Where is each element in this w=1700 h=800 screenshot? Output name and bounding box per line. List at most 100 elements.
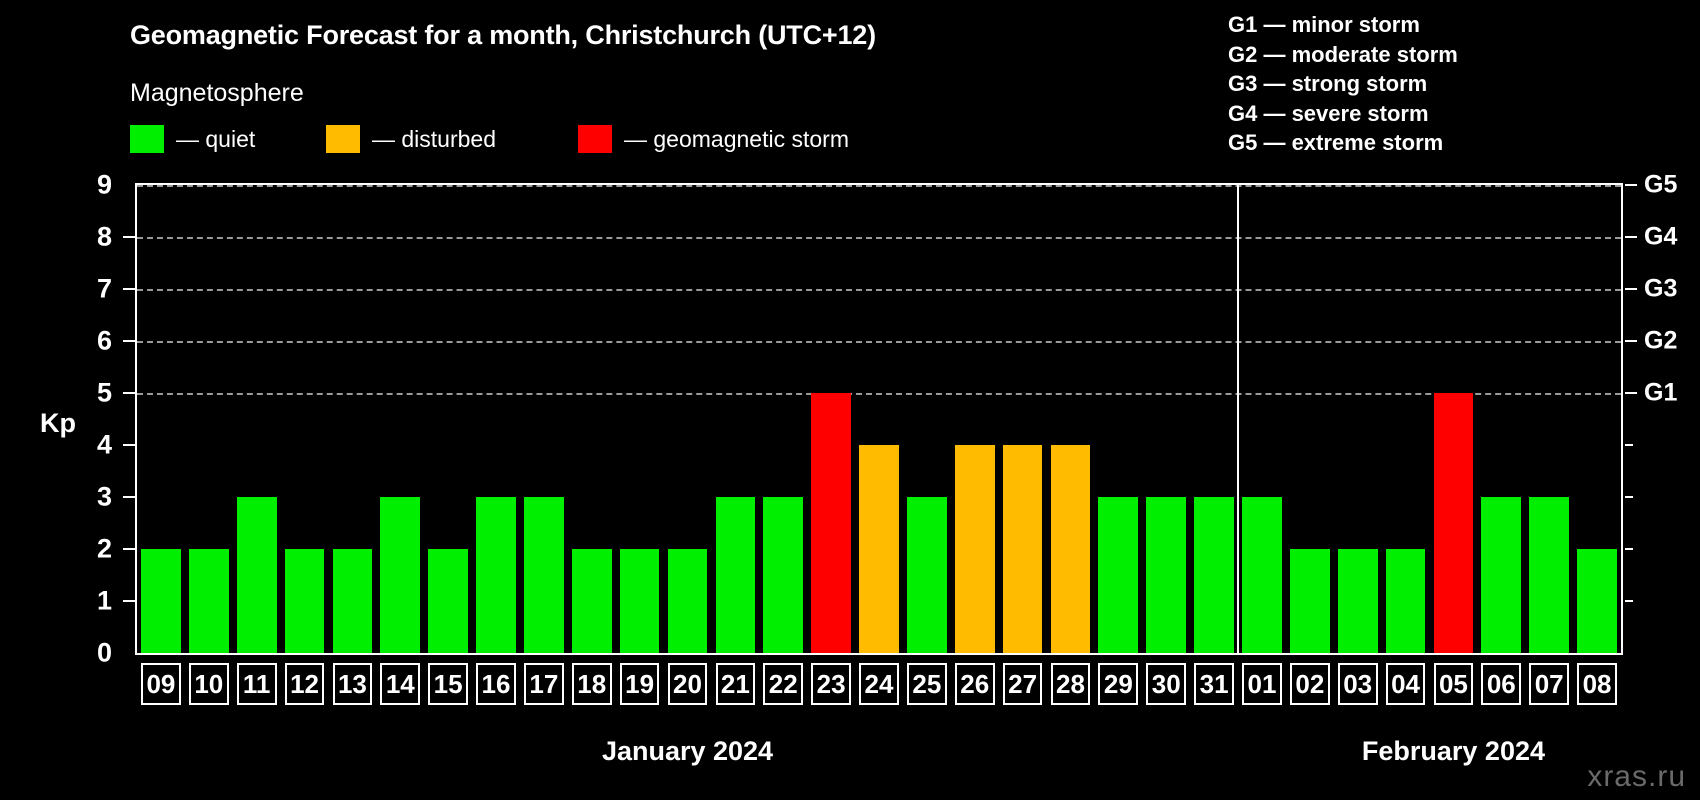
gridline-kp-8 <box>137 237 1621 239</box>
bar-day-22[interactable] <box>763 497 804 653</box>
bar-day-27[interactable] <box>1002 445 1043 653</box>
day-label-08[interactable]: 08 <box>1577 663 1617 705</box>
gscale-legend-line-3: G3 — strong storm <box>1228 71 1428 96</box>
plot-area <box>135 183 1623 655</box>
g-tickmark-G1 <box>1625 392 1637 394</box>
bar-day-17[interactable] <box>524 497 564 653</box>
bar-day-01[interactable] <box>1242 497 1282 653</box>
g-tickmark-G3 <box>1625 288 1637 290</box>
y-tick-8: 8 <box>96 221 112 252</box>
day-label-16[interactable]: 16 <box>476 663 516 705</box>
bar-day-04[interactable] <box>1385 549 1426 653</box>
bar-day-26[interactable] <box>954 445 995 653</box>
g-tick-G3: G3 <box>1644 274 1678 303</box>
y-tickmark-3 <box>123 496 135 498</box>
day-label-24[interactable]: 24 <box>859 663 899 705</box>
g-tick-G1: G1 <box>1644 378 1678 407</box>
legend-swatch-geomagnetic-storm <box>578 125 612 153</box>
legend-swatch-quiet <box>130 125 164 153</box>
day-label-14[interactable]: 14 <box>380 663 421 705</box>
month-caption-1: January 2024 <box>601 736 774 766</box>
y-tick-5: 5 <box>96 377 112 408</box>
y-tick-4: 4 <box>96 429 112 460</box>
bar-day-08[interactable] <box>1577 549 1617 653</box>
watermark: xras.ru <box>1587 760 1686 793</box>
plot-inner <box>137 185 1621 653</box>
day-label-13[interactable]: 13 <box>332 663 373 705</box>
gscale-legend: G1 — minor storm G2 — moderate storm G3 — … <box>1228 10 1458 158</box>
bar-day-25[interactable] <box>907 497 947 653</box>
day-label-09[interactable]: 09 <box>141 663 181 705</box>
day-label-17[interactable]: 17 <box>524 663 564 705</box>
g-tick-G4: G4 <box>1644 222 1678 251</box>
day-label-06[interactable]: 06 <box>1481 663 1522 705</box>
bar-day-10[interactable] <box>188 549 229 653</box>
bar-day-02[interactable] <box>1289 549 1330 653</box>
day-label-21[interactable]: 21 <box>715 663 756 705</box>
y-tickmark-5 <box>123 392 135 394</box>
y-tickmark-7 <box>123 288 135 290</box>
day-label-26[interactable]: 26 <box>954 663 995 705</box>
bar-day-05[interactable] <box>1433 393 1474 653</box>
bar-day-29[interactable] <box>1098 497 1139 653</box>
y-tick-9: 9 <box>96 169 112 200</box>
day-label-25[interactable]: 25 <box>907 663 947 705</box>
bar-day-28[interactable] <box>1050 445 1091 653</box>
day-label-03[interactable]: 03 <box>1337 663 1378 705</box>
g-tickmark-G4 <box>1625 236 1637 238</box>
day-label-11[interactable]: 11 <box>236 663 277 705</box>
bar-day-18[interactable] <box>571 549 612 653</box>
day-label-30[interactable]: 30 <box>1146 663 1187 705</box>
bar-day-20[interactable] <box>667 549 708 653</box>
day-label-19[interactable]: 19 <box>619 663 660 705</box>
bar-day-07[interactable] <box>1529 497 1570 653</box>
day-label-01[interactable]: 01 <box>1242 663 1282 705</box>
page-title: Geomagnetic Forecast for a month, Christ… <box>130 20 876 50</box>
y-tick-3: 3 <box>96 481 112 512</box>
day-label-10[interactable]: 10 <box>188 663 229 705</box>
bar-day-06[interactable] <box>1481 497 1522 653</box>
day-label-18[interactable]: 18 <box>571 663 612 705</box>
y-tickmark-2 <box>123 548 135 550</box>
day-label-20[interactable]: 20 <box>667 663 708 705</box>
g-tick-G5: G5 <box>1644 170 1678 199</box>
day-label-22[interactable]: 22 <box>763 663 804 705</box>
bar-day-23[interactable] <box>811 393 851 653</box>
bar-day-13[interactable] <box>332 549 373 653</box>
section-label-magnetosphere: Magnetosphere <box>130 79 304 107</box>
day-label-31[interactable]: 31 <box>1194 663 1234 705</box>
day-label-05[interactable]: 05 <box>1433 663 1474 705</box>
y-tickmark-4 <box>123 444 135 446</box>
bar-day-03[interactable] <box>1337 549 1378 653</box>
legend-swatch-disturbed <box>326 125 360 153</box>
bar-day-12[interactable] <box>284 549 325 653</box>
month-caption-2: February 2024 <box>1361 736 1545 766</box>
g-tickmark-G5 <box>1625 184 1637 186</box>
legend-label-disturbed: — disturbed <box>372 125 497 152</box>
bar-day-11[interactable] <box>236 497 277 653</box>
y-axis-label: Kp <box>40 408 76 438</box>
bar-day-16[interactable] <box>476 497 516 653</box>
bar-day-09[interactable] <box>141 549 181 653</box>
bar-day-24[interactable] <box>859 445 899 653</box>
day-label-29[interactable]: 29 <box>1098 663 1139 705</box>
day-label-07[interactable]: 07 <box>1529 663 1570 705</box>
day-label-15[interactable]: 15 <box>428 663 468 705</box>
y-tickmark-6 <box>123 340 135 342</box>
day-label-27[interactable]: 27 <box>1002 663 1043 705</box>
bar-day-19[interactable] <box>619 549 660 653</box>
day-label-12[interactable]: 12 <box>284 663 325 705</box>
day-label-23[interactable]: 23 <box>811 663 851 705</box>
y-tickmark-1 <box>123 600 135 602</box>
legend-item-disturbed: — disturbed <box>326 125 496 153</box>
bar-day-14[interactable] <box>380 497 421 653</box>
bar-day-21[interactable] <box>715 497 756 653</box>
bar-day-15[interactable] <box>428 549 468 653</box>
day-label-02[interactable]: 02 <box>1289 663 1330 705</box>
day-label-04[interactable]: 04 <box>1385 663 1426 705</box>
bar-day-31[interactable] <box>1194 497 1234 653</box>
bar-day-30[interactable] <box>1146 497 1187 653</box>
y-tick-0: 0 <box>96 637 112 668</box>
day-label-28[interactable]: 28 <box>1050 663 1091 705</box>
